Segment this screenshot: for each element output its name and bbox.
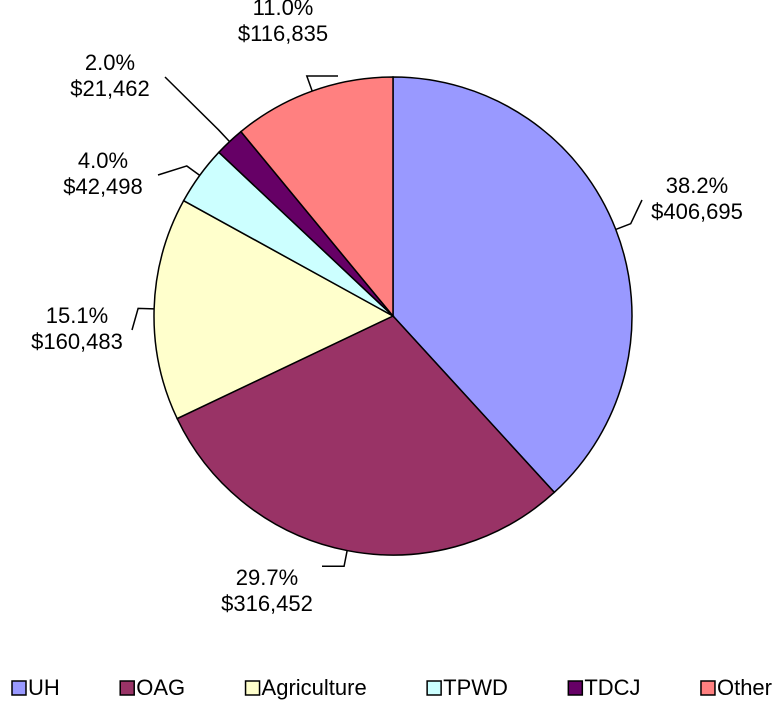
value-label: $406,695	[651, 199, 743, 224]
percent-label: 15.1%	[46, 303, 108, 328]
leader-line	[157, 165, 201, 176]
legend-swatch	[567, 680, 584, 696]
legend-label: Other	[717, 675, 772, 700]
percent-label: 38.2%	[666, 173, 728, 198]
leader-line	[615, 199, 643, 231]
legend-label: Agriculture	[262, 675, 367, 700]
pie-slice	[239, 76, 394, 319]
value-label: $160,483	[31, 329, 123, 354]
legend-swatch	[244, 680, 261, 696]
legend-label: TPWD	[443, 675, 508, 700]
percent-label: 2.0%	[85, 50, 135, 75]
leader-line	[131, 307, 155, 331]
value-label: $316,452	[221, 591, 313, 616]
percent-label: 11.0%	[253, 0, 314, 20]
legend-swatch	[426, 680, 442, 696]
legend-swatch	[11, 680, 27, 696]
pie-slice	[176, 315, 556, 556]
percent-label: 4.0%	[78, 148, 128, 173]
leader-line	[164, 76, 231, 143]
leader-line	[322, 550, 348, 568]
value-label: $42,498	[63, 174, 143, 199]
leader-line	[305, 75, 338, 92]
pie-slice	[392, 76, 633, 494]
legend-label: OAG	[136, 675, 185, 700]
percent-label: 29.7%	[236, 565, 298, 590]
legend-swatch	[119, 680, 135, 696]
legend-label: UH	[28, 675, 60, 700]
legend-swatch	[700, 680, 716, 696]
value-label: $21,462	[70, 76, 150, 101]
legend-label: TDCJ	[584, 675, 640, 700]
pie-slice	[153, 199, 395, 420]
value-label: $116,835	[238, 21, 328, 46]
